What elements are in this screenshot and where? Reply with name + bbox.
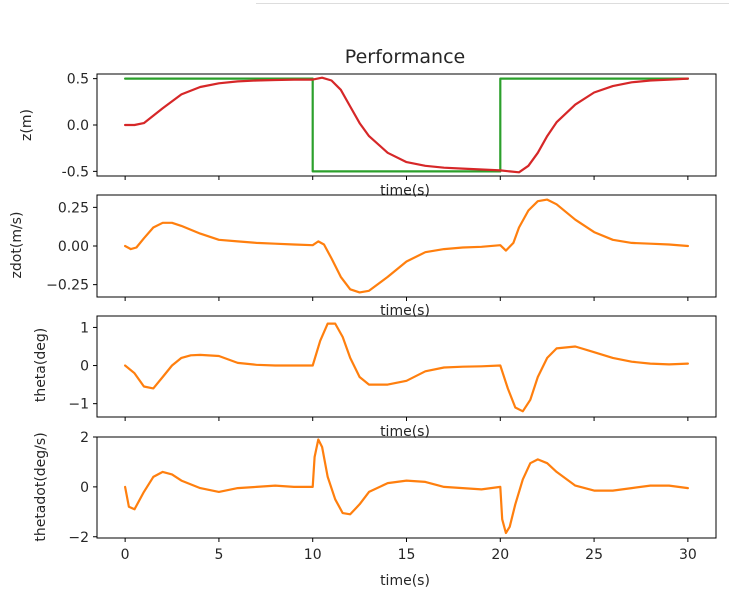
thetadot-panel: thetadot(deg/s) time(s) 20−20 5 10 15 20 25 30 bbox=[33, 430, 717, 589]
theta-axis-label: theta(deg) bbox=[33, 328, 49, 402]
theta-panel: theta(deg) time(s) 1 0 −1 bbox=[33, 315, 717, 440]
zdot-plot-frame bbox=[96, 194, 717, 298]
zdot-ytick-label: 0.25 bbox=[58, 200, 89, 216]
thetadot-xtick-label: 15 bbox=[398, 547, 416, 563]
theta-ytick-label: 1 bbox=[80, 320, 89, 336]
theta-ytick-label: 0 bbox=[80, 359, 89, 375]
thetadot-series-line-0 bbox=[123, 438, 690, 535]
thetadot-xtick-label: 25 bbox=[585, 547, 603, 563]
top-divider bbox=[256, 3, 729, 4]
zdot-panel-xlabel: time(s) bbox=[380, 303, 430, 319]
theta-panel-xlabel: time(s) bbox=[380, 424, 430, 440]
thetadot-xtick-label: 30 bbox=[679, 547, 697, 563]
thetadot-xtick-label: 10 bbox=[304, 547, 322, 563]
zdot-axis-label: zdot(m/s) bbox=[9, 212, 25, 279]
z-series-line-0 bbox=[123, 77, 690, 173]
figure-title: Performance bbox=[345, 46, 465, 68]
z-ytick-label: 0.5 bbox=[67, 72, 89, 88]
zdot-ytick-label: 0.00 bbox=[58, 239, 89, 255]
z-plot-frame bbox=[96, 73, 717, 177]
thetadot-panel-xlabel: time(s) bbox=[380, 573, 430, 589]
zdot-panel: zdot(m/s) time(s) 0.25 0.00 −0.25 bbox=[9, 194, 717, 319]
theta-ytick-label: −1 bbox=[68, 397, 89, 413]
z-panel-xlabel: time(s) bbox=[380, 183, 430, 199]
theta-plot-frame bbox=[96, 315, 717, 418]
thetadot-ytick-label: 0 bbox=[80, 480, 89, 496]
zdot-ytick-label: −0.25 bbox=[46, 278, 89, 294]
z-ytick-label: -0.5 bbox=[62, 164, 89, 180]
z-ytick-label: 0.0 bbox=[67, 118, 89, 134]
thetadot-ytick-label: −2 bbox=[68, 530, 89, 546]
zdot-series-line-0 bbox=[123, 198, 690, 294]
thetadot-xtick-label: 5 bbox=[214, 547, 223, 563]
z-panel: z(m) time(s) 0.5 0.0 -0.5 bbox=[19, 72, 717, 199]
thetadot-axis-label: thetadot(deg/s) bbox=[33, 432, 49, 541]
thetadot-xtick-label: 0 bbox=[121, 547, 130, 563]
z-axis-label: z(m) bbox=[19, 109, 35, 141]
z-series-line-1 bbox=[123, 76, 690, 174]
thetadot-plot-frame bbox=[96, 436, 717, 539]
thetadot-xtick-label: 20 bbox=[491, 547, 509, 563]
theta-series-line-0 bbox=[123, 322, 690, 413]
thetadot-ytick-label: 2 bbox=[80, 430, 89, 446]
